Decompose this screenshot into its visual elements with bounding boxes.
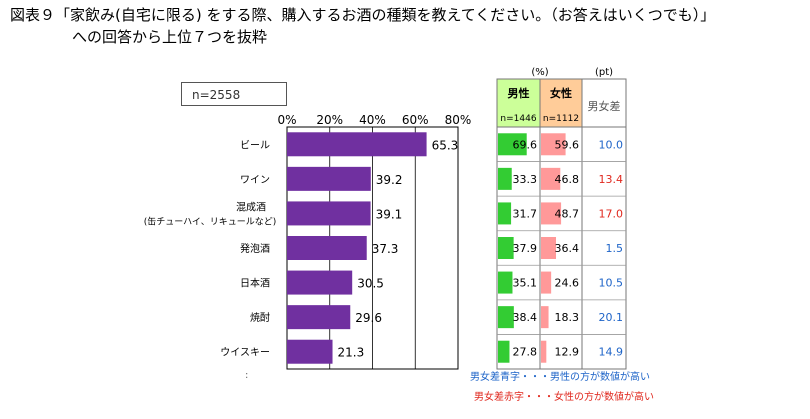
bar-value-label: 30.5: [357, 277, 384, 291]
bar: [287, 166, 371, 191]
male-value: 35.1: [513, 277, 538, 290]
diff-value: 10.5: [599, 277, 624, 290]
bar-value-label: 21.3: [338, 346, 365, 360]
category-label: 焼酎: [250, 311, 270, 324]
category-sublabel: (缶チューハイ、リキュールなど): [144, 215, 276, 227]
bar-value-label: 39.2: [376, 173, 403, 187]
female-n-label: n=1112: [543, 114, 579, 124]
legend-red-note: 男女差赤字・・・女性の方が数値が高い: [474, 392, 654, 403]
category-label: 混成酒: [236, 201, 266, 213]
bar-value-label: 29.6: [355, 311, 382, 325]
female-value: 12.9: [555, 346, 580, 359]
female-header-cell: [540, 79, 582, 127]
category-label: ウイスキー: [220, 347, 270, 359]
title-line-1: 図表９「家飲み(自宅に限る) をする際、購入するお酒の種類を教えてください。（お…: [10, 6, 716, 24]
x-tick-label: 40%: [359, 113, 386, 127]
male-value: 31.7: [513, 207, 538, 220]
female-value: 36.4: [555, 242, 580, 255]
female-bar: [541, 202, 562, 225]
stray-mark: :: [245, 370, 249, 381]
female-bar: [541, 306, 549, 329]
x-tick-label: 20%: [316, 113, 343, 127]
legend-blue-note: 男女差青字・・・男性の方が数値が高い: [470, 372, 650, 383]
bar: [287, 132, 427, 157]
category-label: 日本酒: [240, 277, 270, 290]
title-line-2: への回答から上位７つを抜粋: [72, 28, 268, 46]
female-value: 18.3: [555, 311, 580, 324]
category-label: 発泡酒: [240, 242, 270, 255]
bar: [287, 339, 333, 364]
bar: [287, 236, 367, 260]
female-bar: [541, 271, 552, 294]
male-bar: [498, 133, 527, 156]
bar-value-label: 65.3: [432, 138, 459, 152]
female-bar: [541, 167, 561, 190]
bar-value-label: 37.3: [372, 242, 399, 256]
x-tick-label: 60%: [402, 113, 429, 127]
female-value: 48.7: [555, 207, 580, 220]
diff-value: 14.9: [599, 346, 624, 359]
male-bar: [498, 167, 512, 190]
male-value: 69.6: [513, 138, 538, 151]
diff-value: 1.5: [606, 242, 624, 255]
female-bar: [541, 340, 547, 363]
female-value: 46.8: [555, 173, 580, 186]
unit-percent-label: (%): [531, 67, 548, 78]
bar: [287, 305, 351, 330]
diff-value: 20.1: [599, 311, 624, 324]
chart-title: 図表９「家飲み(自宅に限る) をする際、購入するお酒の種類を教えてください。（お…: [10, 4, 715, 48]
male-header: 男性: [508, 86, 530, 100]
unit-pt-label: (pt): [595, 67, 613, 78]
category-label: ワイン: [240, 175, 270, 186]
diff-value: 13.4: [599, 173, 624, 186]
male-value: 37.9: [513, 242, 538, 255]
male-value: 38.4: [513, 311, 538, 324]
female-bar: [541, 237, 557, 259]
x-tick-label: 80%: [445, 113, 472, 127]
male-bar: [498, 237, 514, 259]
male-bar: [498, 202, 512, 225]
category-label: ビール: [240, 139, 270, 151]
diff-header: 男女差: [588, 99, 621, 113]
table-frame: [496, 78, 627, 370]
diff-value: 10.0: [599, 138, 624, 151]
female-value: 59.6: [555, 138, 580, 151]
male-value: 33.3: [513, 173, 538, 186]
female-value: 24.6: [555, 277, 580, 290]
x-tick-label: 0%: [277, 113, 296, 127]
male-header-cell: [497, 79, 540, 127]
male-value: 27.8: [513, 346, 538, 359]
bar: [287, 270, 353, 295]
male-n-label: n=1446: [500, 114, 536, 124]
female-bar: [541, 133, 566, 156]
bar: [287, 201, 371, 226]
male-bar: [498, 340, 510, 363]
bar-value-label: 39.1: [376, 207, 403, 221]
male-bar: [498, 306, 514, 329]
male-bar: [498, 271, 513, 294]
diff-value: 17.0: [599, 207, 624, 220]
female-header: 女性: [550, 86, 572, 100]
sample-size-box: n=2558: [181, 82, 287, 106]
